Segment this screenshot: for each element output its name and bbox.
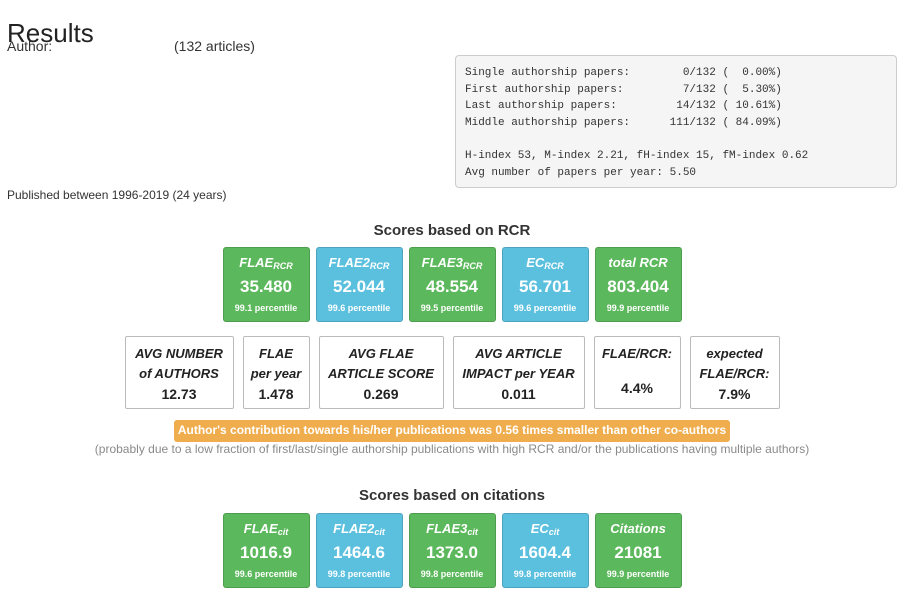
score-value: 52.044 — [333, 277, 385, 296]
score-label: FLAERCR — [239, 255, 293, 271]
metric-value: 4.4% — [621, 380, 653, 396]
metric-label: FLAE — [259, 346, 293, 361]
score-label: FLAE2cit — [333, 521, 385, 537]
score-label: ECRCR — [526, 255, 564, 271]
score-label: FLAE3cit — [426, 521, 478, 537]
contribution-note: (probably due to a low fraction of first… — [94, 442, 810, 456]
metric-label: AVG FLAE — [348, 346, 414, 361]
metric-label: IMPACT per YEAR — [462, 366, 575, 381]
avg-article-impact-box: AVG ARTICLE IMPACT per YEAR 0.011 — [452, 336, 585, 409]
score-box-ec-rcr: ECRCR 56.701 99.6 percentile — [501, 247, 589, 322]
score-label: FLAEcit — [243, 521, 289, 537]
author-line: Author: (132 articles) — [7, 38, 255, 54]
score-value: 1464.6 — [333, 543, 385, 562]
score-percentile: 99.8 percentile — [327, 569, 391, 579]
score-percentile: 99.6 percentile — [234, 569, 298, 579]
score-percentile: 99.5 percentile — [420, 303, 484, 313]
score-box-flae2-rcr: FLAE2RCR 52.044 99.6 percentile — [315, 247, 403, 322]
authorship-stats-box: Single authorship papers: 0/132 ( 0.00%)… — [455, 55, 897, 188]
avg-authors-box: AVG NUMBER of AUTHORS 12.73 — [124, 336, 234, 409]
score-percentile: 99.6 percentile — [327, 303, 391, 313]
score-box-ec-cit: ECcit 1604.4 99.8 percentile — [501, 513, 589, 588]
score-label: FLAE3RCR — [421, 255, 483, 271]
score-value: 48.554 — [426, 277, 478, 296]
rcr-section-title: Scores based on RCR — [373, 222, 531, 239]
avg-flae-article-score-box: AVG FLAE ARTICLE SCORE 0.269 — [318, 336, 444, 409]
metric-value: 7.9% — [718, 386, 751, 402]
score-percentile: 99.9 percentile — [606, 569, 670, 579]
citations-score-row: FLAEcit 1016.9 99.6 percentile FLAE2cit … — [0, 513, 904, 588]
metric-label: AVG ARTICLE — [475, 346, 562, 361]
metric-label: FLAE/RCR: — [699, 366, 770, 381]
metric-label: expected — [706, 346, 763, 361]
metric-label: FLAE/RCR: — [601, 346, 673, 361]
score-value: 1016.9 — [240, 543, 292, 562]
article-count: (132 articles) — [174, 38, 255, 54]
score-box-flae-cit: FLAEcit 1016.9 99.6 percentile — [222, 513, 310, 588]
score-value: 21081 — [614, 543, 662, 562]
expected-flae-rcr-box: expected FLAE/RCR: 7.9% — [689, 336, 780, 409]
score-box-flae3-cit: FLAE3cit 1373.0 99.8 percentile — [408, 513, 496, 588]
average-metrics-row: AVG NUMBER of AUTHORS 12.73 FLAE per yea… — [0, 336, 904, 409]
score-value: 35.480 — [240, 277, 292, 296]
score-value: 1373.0 — [426, 543, 478, 562]
score-label: FLAE2RCR — [328, 255, 390, 271]
score-label: total RCR — [608, 255, 668, 270]
score-percentile: 99.9 percentile — [606, 303, 670, 313]
stats-line: Single authorship papers: 0/132 ( 0.00%) — [465, 67, 782, 79]
contribution-banner: Author's contribution towards his/her pu… — [174, 420, 730, 442]
metric-label: per year — [250, 366, 302, 381]
score-percentile: 99.8 percentile — [420, 569, 484, 579]
score-value: 803.404 — [607, 277, 669, 296]
score-value: 56.701 — [519, 277, 571, 296]
metric-label: AVG NUMBER — [135, 346, 223, 361]
score-percentile: 99.8 percentile — [513, 569, 577, 579]
metric-value: 0.269 — [363, 386, 399, 402]
score-box-flae-rcr: FLAERCR 35.480 99.1 percentile — [222, 247, 310, 322]
score-box-citations: Citations 21081 99.9 percentile — [594, 513, 682, 588]
stats-line: First authorship papers: 7/132 ( 5.30%) — [465, 83, 782, 96]
publication-range: Published between 1996-2019 (24 years) — [7, 188, 227, 202]
author-label: Author: — [7, 38, 53, 54]
score-box-flae3-rcr: FLAE3RCR 48.554 99.5 percentile — [408, 247, 496, 322]
stats-line: H-index 53, M-index 2.21, fH-index 15, f… — [465, 149, 809, 162]
flae-rcr-box: FLAE/RCR: 4.4% — [593, 336, 681, 409]
stats-line: Avg number of papers per year: 5.50 — [465, 166, 697, 179]
metric-label: ARTICLE SCORE — [328, 366, 434, 381]
metric-value: 1.478 — [258, 386, 294, 402]
score-percentile: 99.1 percentile — [234, 303, 298, 313]
score-value: 1604.4 — [519, 543, 571, 562]
stats-line: Middle authorship papers: 111/132 ( 84.0… — [465, 116, 782, 129]
flae-per-year-box: FLAE per year 1.478 — [242, 336, 310, 409]
metric-label: of AUTHORS — [139, 366, 219, 381]
citations-section-title: Scores based on citations — [359, 487, 545, 504]
metric-value: 12.73 — [161, 386, 197, 402]
stats-line: Last authorship papers: 14/132 ( 10.61%) — [465, 100, 782, 113]
score-label: Citations — [610, 521, 666, 536]
rcr-score-row: FLAERCR 35.480 99.1 percentile FLAE2RCR … — [0, 247, 904, 322]
score-box-flae2-cit: FLAE2cit 1464.6 99.8 percentile — [315, 513, 403, 588]
score-box-total-rcr: total RCR 803.404 99.9 percentile — [594, 247, 682, 322]
metric-value: 0.011 — [501, 386, 536, 402]
score-percentile: 99.6 percentile — [513, 303, 577, 313]
page-title: Results — [7, 18, 94, 49]
score-label: ECcit — [530, 521, 560, 537]
